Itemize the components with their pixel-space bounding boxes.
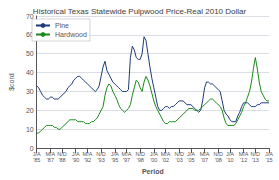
svg-text:Historical Texas Statewide Pul: Historical Texas Statewide Pulpwood Pric… — [33, 7, 247, 16]
svg-text:'95: '95 — [111, 157, 118, 163]
svg-text:J/A: J/A — [226, 151, 234, 158]
svg-text:J/A: J/A — [110, 151, 119, 158]
svg-text:M/A: M/A — [199, 151, 210, 158]
svg-text:M/A: M/A — [160, 151, 171, 158]
svg-text:N/D: N/D — [135, 151, 145, 158]
svg-text:J/A: J/A — [32, 151, 41, 158]
svg-text:'02: '02 — [162, 157, 169, 163]
svg-text:'05: '05 — [187, 157, 194, 163]
svg-text:0: 0 — [29, 144, 34, 152]
svg-text:Period: Period — [142, 168, 164, 175]
svg-text:'90: '90 — [72, 157, 79, 163]
svg-text:N/D: N/D — [213, 151, 223, 158]
svg-text:70: 70 — [25, 12, 34, 20]
svg-text:'07: '07 — [201, 157, 208, 163]
svg-text:$cord: $cord — [8, 73, 15, 91]
svg-text:M/A: M/A — [45, 151, 56, 158]
svg-text:60: 60 — [25, 31, 34, 39]
svg-text:J/A: J/A — [186, 151, 195, 158]
svg-text:'87: '87 — [47, 157, 54, 163]
svg-text:'15: '15 — [265, 157, 272, 163]
svg-text:50: 50 — [26, 50, 34, 57]
svg-text:Hardwood: Hardwood — [55, 31, 87, 38]
svg-text:N/D: N/D — [96, 151, 106, 158]
svg-text:M/A: M/A — [82, 151, 93, 158]
svg-text:'08: '08 — [215, 157, 222, 163]
svg-text:J/A: J/A — [265, 151, 273, 158]
svg-text:'92: '92 — [84, 157, 91, 163]
svg-text:N/D: N/D — [174, 151, 184, 158]
svg-text:M/A: M/A — [238, 151, 249, 158]
svg-text:'10: '10 — [226, 157, 233, 163]
svg-text:M/A: M/A — [121, 151, 132, 158]
svg-text:'03: '03 — [176, 157, 183, 163]
svg-text:Pine: Pine — [55, 22, 69, 29]
svg-text:N/D: N/D — [57, 151, 67, 158]
svg-text:'97: '97 — [123, 157, 130, 163]
svg-text:'12: '12 — [240, 157, 247, 163]
svg-text:J/A: J/A — [71, 151, 80, 158]
svg-text:20: 20 — [26, 107, 34, 114]
svg-text:'88: '88 — [58, 157, 65, 163]
svg-text:'00: '00 — [150, 157, 157, 163]
svg-text:30: 30 — [26, 88, 34, 95]
svg-text:'98: '98 — [137, 157, 144, 163]
svg-text:N/D: N/D — [250, 151, 261, 158]
svg-text:'93: '93 — [98, 157, 105, 163]
svg-text:40: 40 — [26, 69, 34, 76]
svg-text:'13: '13 — [252, 157, 259, 163]
svg-text:J/A: J/A — [149, 151, 158, 158]
svg-text:10: 10 — [26, 126, 34, 133]
svg-text:'85: '85 — [33, 157, 40, 163]
